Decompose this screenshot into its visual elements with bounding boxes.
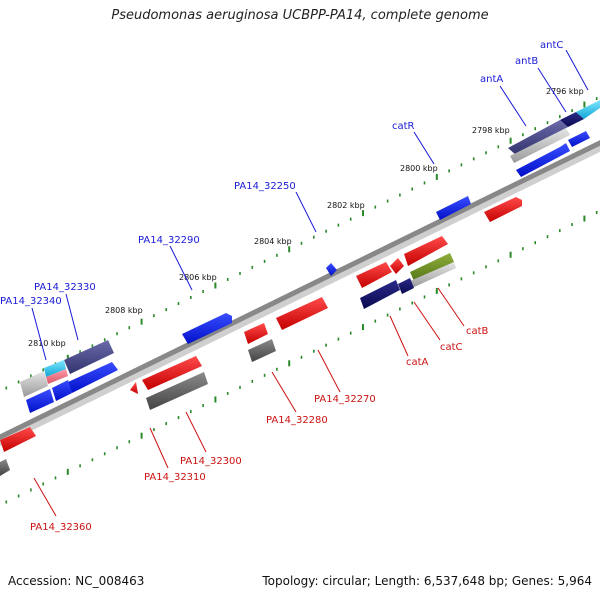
leader-PA14_32250 bbox=[295, 191, 317, 233]
tick-label-2808: 2808 kbp bbox=[105, 306, 143, 315]
gene-catC-navy bbox=[398, 278, 414, 294]
leader-PA14_32300 bbox=[185, 411, 207, 453]
forward-features bbox=[20, 100, 600, 413]
gene-PA14_32290-feature bbox=[182, 313, 232, 344]
tick-label-2806: 2806 kbp bbox=[179, 273, 217, 282]
gene-label-PA14_32340: PA14_32340 bbox=[0, 296, 62, 307]
genome-summary: Topology: circular; Length: 6,537,648 bp… bbox=[262, 574, 592, 588]
gene-PA14_32360-red bbox=[0, 427, 36, 452]
leader-lines bbox=[31, 49, 589, 517]
gene-label-PA14_32290: PA14_32290 bbox=[138, 235, 200, 246]
leader-catA bbox=[389, 315, 409, 357]
gene-label-PA14_32330: PA14_32330 bbox=[34, 282, 96, 293]
gene-blue-left-3 bbox=[26, 389, 54, 413]
leader-PA14_32360 bbox=[33, 477, 57, 517]
gene-label-PA14_32310: PA14_32310 bbox=[144, 472, 206, 483]
accession-label: Accession: NC_008463 bbox=[8, 574, 145, 588]
tick-label-2810: 2810 kbp bbox=[28, 339, 66, 348]
leader-PA14_32310 bbox=[149, 427, 169, 469]
genome-backbone-shadow bbox=[0, 141, 600, 447]
tick-marks bbox=[5, 97, 598, 504]
reverse-labels: catB catC catA PA14_32270 PA14_32280 PA1… bbox=[30, 326, 489, 533]
gene-antA-blue bbox=[516, 143, 570, 177]
gene-pink-feature bbox=[46, 369, 68, 384]
gene-catA-navy bbox=[360, 280, 400, 309]
gene-catB-olive bbox=[410, 253, 454, 281]
forward-labels: antC antB antA catR PA14_32250 PA14_3229… bbox=[0, 40, 563, 307]
tick-label-2800: 2800 kbp bbox=[400, 164, 438, 173]
reverse-features bbox=[0, 197, 522, 476]
map-title: Pseudomonas aeruginosa UCBPP-PA14, compl… bbox=[111, 8, 489, 23]
gene-label-PA14_32250: PA14_32250 bbox=[234, 181, 296, 192]
gene-label-catB: catB bbox=[466, 326, 489, 337]
tick-label-2798: 2798 kbp bbox=[472, 126, 510, 135]
gene-catR-feature bbox=[436, 196, 471, 220]
leader-catB bbox=[437, 287, 465, 327]
gene-PA14_32270-red bbox=[276, 297, 328, 330]
gene-antA-gray bbox=[510, 128, 570, 163]
gene-catB-red bbox=[404, 236, 448, 266]
gene-label-PA14_32360: PA14_32360 bbox=[30, 522, 92, 533]
gene-label-catA: catA bbox=[406, 357, 429, 368]
gene-PA14_32340-feature bbox=[44, 360, 66, 377]
gene-gray-left bbox=[20, 371, 48, 397]
gene-PA14_32280-red bbox=[244, 323, 268, 344]
gene-label-catC: catC bbox=[440, 342, 463, 353]
leader-antC bbox=[565, 49, 589, 91]
tick-label-2802: 2802 kbp bbox=[327, 201, 365, 210]
tick-label-2796: 2796 kbp bbox=[546, 87, 584, 96]
gene-catA-red bbox=[356, 262, 392, 288]
gene-PA14_32300-gray bbox=[146, 372, 208, 410]
gene-label-PA14_32300: PA14_32300 bbox=[180, 456, 242, 467]
gene-blue-left-1 bbox=[68, 362, 118, 393]
leader-catR bbox=[413, 131, 435, 165]
gene-antA-upper bbox=[508, 120, 568, 155]
leader-PA14_32280 bbox=[271, 371, 297, 413]
gene-catA-red-small bbox=[390, 258, 404, 274]
gene-PA14_32250-feature bbox=[326, 263, 337, 276]
leader-antA bbox=[499, 85, 527, 127]
gene-antC-feature bbox=[576, 100, 600, 119]
leader-PA14_32330 bbox=[65, 293, 79, 341]
leader-antB bbox=[537, 67, 567, 113]
gene-label-antC: antC bbox=[540, 40, 563, 51]
gene-label-PA14_32270: PA14_32270 bbox=[314, 394, 376, 405]
gene-PA14_32300-red bbox=[142, 356, 202, 390]
gene-label-catR: catR bbox=[392, 121, 415, 132]
gene-ant-blue-2 bbox=[568, 131, 590, 147]
gene-blue-left-2 bbox=[52, 380, 72, 401]
gene-label-antA: antA bbox=[480, 74, 503, 85]
gene-gray-bottomleft bbox=[0, 459, 10, 476]
gene-PA14_32280-gray bbox=[248, 339, 276, 362]
leader-PA14_32340 bbox=[31, 307, 47, 361]
genome-backbone bbox=[0, 140, 600, 440]
gene-red-topright bbox=[484, 197, 522, 222]
gene-label-PA14_32280: PA14_32280 bbox=[266, 415, 328, 426]
leader-PA14_32270 bbox=[317, 349, 341, 393]
tick-label-2804: 2804 kbp bbox=[254, 237, 292, 246]
gene-PA14_32310-red bbox=[130, 382, 138, 394]
leader-catC bbox=[413, 301, 441, 341]
gene-label-antB: antB bbox=[515, 56, 538, 67]
gene-PA14_32330-feature bbox=[64, 340, 114, 374]
gene-antB-feature bbox=[560, 112, 584, 127]
gene-catB-gray bbox=[410, 262, 456, 288]
leader-PA14_32290 bbox=[169, 245, 193, 291]
